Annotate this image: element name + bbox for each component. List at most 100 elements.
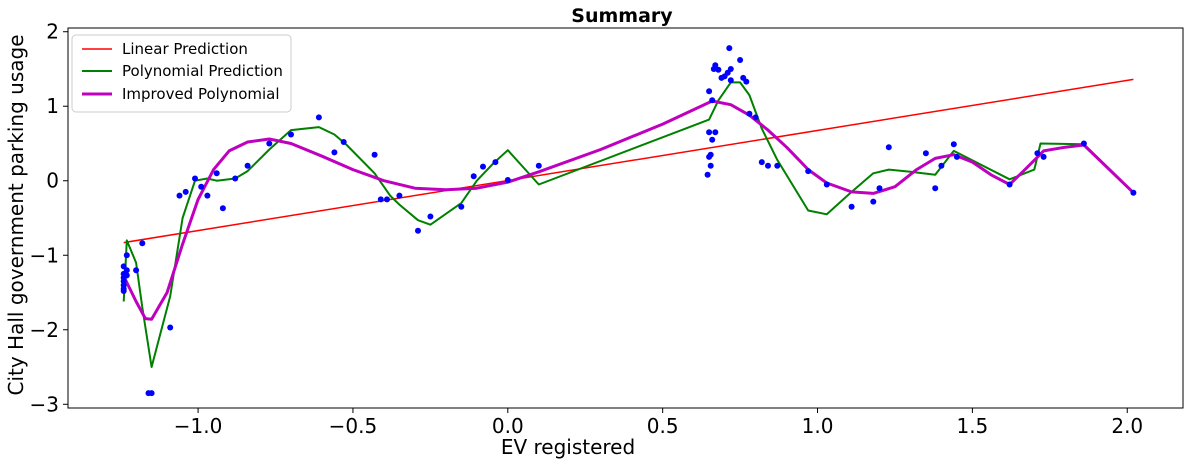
data-point xyxy=(758,159,765,166)
plot-frame xyxy=(67,27,1184,409)
data-point xyxy=(492,159,499,166)
data-point xyxy=(743,78,750,85)
data-point xyxy=(950,141,957,148)
series-linear-prediction xyxy=(123,78,1134,244)
x-tick-label: 1.5 xyxy=(956,414,988,438)
data-point xyxy=(198,183,205,190)
data-point xyxy=(204,192,211,199)
data-point xyxy=(870,198,877,205)
data-point xyxy=(377,196,384,203)
data-point xyxy=(704,171,711,178)
data-point xyxy=(1040,153,1047,160)
data-point xyxy=(470,173,477,180)
data-point xyxy=(848,203,855,210)
x-tick-label: 2.0 xyxy=(1111,414,1143,438)
data-point xyxy=(167,324,174,331)
y-axis-label: City Hall government parking usage xyxy=(4,35,28,396)
series-improved-polynomial xyxy=(122,99,1135,321)
data-point xyxy=(746,110,753,117)
data-point xyxy=(805,168,812,175)
data-point xyxy=(706,129,713,136)
x-tick-label: 0.0 xyxy=(492,414,524,438)
x-tick-label: −0.5 xyxy=(329,414,378,438)
data-point xyxy=(120,288,127,294)
data-point xyxy=(331,149,338,156)
data-point xyxy=(707,162,714,169)
data-point xyxy=(266,140,273,147)
data-point xyxy=(340,139,347,145)
data-point xyxy=(1130,189,1137,196)
y-tick-label: 2 xyxy=(46,20,59,44)
x-tick-label: 1.0 xyxy=(802,414,834,438)
data-point xyxy=(176,192,183,199)
chart-title: Summary xyxy=(571,5,673,27)
data-point xyxy=(123,252,130,259)
data-point xyxy=(707,151,714,158)
data-point xyxy=(133,267,140,274)
series-polynomial-prediction xyxy=(122,81,1135,368)
data-point xyxy=(938,162,945,169)
data-point xyxy=(192,175,198,182)
data-point xyxy=(1006,181,1013,188)
data-point xyxy=(823,181,830,188)
data-point xyxy=(384,196,390,203)
y-tick-label: −2 xyxy=(30,318,59,342)
plot-area xyxy=(120,45,1137,397)
data-point xyxy=(706,88,713,95)
y-tick-label: −1 xyxy=(30,243,59,267)
data-point xyxy=(712,62,719,69)
data-point xyxy=(715,66,722,73)
data-point xyxy=(726,45,733,52)
legend-label-improved: Improved Polynomial xyxy=(122,85,280,103)
y-tick-label: 1 xyxy=(46,94,59,118)
data-point xyxy=(458,203,465,210)
legend: Linear Prediction Polynomial Prediction … xyxy=(71,34,292,113)
data-point xyxy=(371,151,378,158)
points-layer xyxy=(120,45,1137,397)
data-point xyxy=(219,205,226,212)
data-point xyxy=(737,57,744,63)
data-point xyxy=(712,129,719,136)
data-point xyxy=(932,185,939,192)
data-point xyxy=(148,390,155,397)
y-tick-label: 0 xyxy=(46,169,59,193)
data-point xyxy=(123,272,130,279)
legend-box xyxy=(71,34,292,113)
y-axis: −3 −2 −1 0 1 2 xyxy=(30,20,68,416)
data-point xyxy=(535,162,542,169)
data-point xyxy=(396,192,403,199)
data-point xyxy=(709,97,716,104)
data-point xyxy=(953,153,960,160)
data-point xyxy=(182,188,189,195)
x-tick-label: −1.0 xyxy=(174,414,223,438)
y-tick-label: −3 xyxy=(30,392,59,416)
data-point xyxy=(480,163,486,170)
x-tick-label: 0.5 xyxy=(647,414,679,438)
x-axis: −1.0 −0.5 0.0 0.5 1.0 1.5 2.0 xyxy=(174,408,1143,438)
legend-label-polynomial: Polynomial Prediction xyxy=(122,62,283,80)
data-point xyxy=(774,162,781,169)
series-layer xyxy=(122,78,1135,368)
data-point xyxy=(876,185,883,192)
x-axis-label: EV registered xyxy=(501,435,635,459)
data-point xyxy=(139,240,146,247)
data-point xyxy=(765,162,771,169)
data-point xyxy=(1080,140,1087,147)
data-point xyxy=(244,162,251,169)
data-point xyxy=(123,267,130,274)
legend-label-linear: Linear Prediction xyxy=(122,40,248,58)
data-point xyxy=(727,66,734,72)
data-point xyxy=(504,177,511,183)
data-point xyxy=(427,213,434,220)
data-point xyxy=(288,131,294,138)
data-point xyxy=(727,77,734,84)
data-point xyxy=(415,227,421,234)
data-point xyxy=(885,144,892,151)
data-point xyxy=(752,114,759,121)
data-point xyxy=(1034,150,1041,157)
data-point xyxy=(315,114,322,121)
data-point xyxy=(922,150,929,157)
data-point xyxy=(709,136,716,143)
data-point xyxy=(213,170,220,177)
